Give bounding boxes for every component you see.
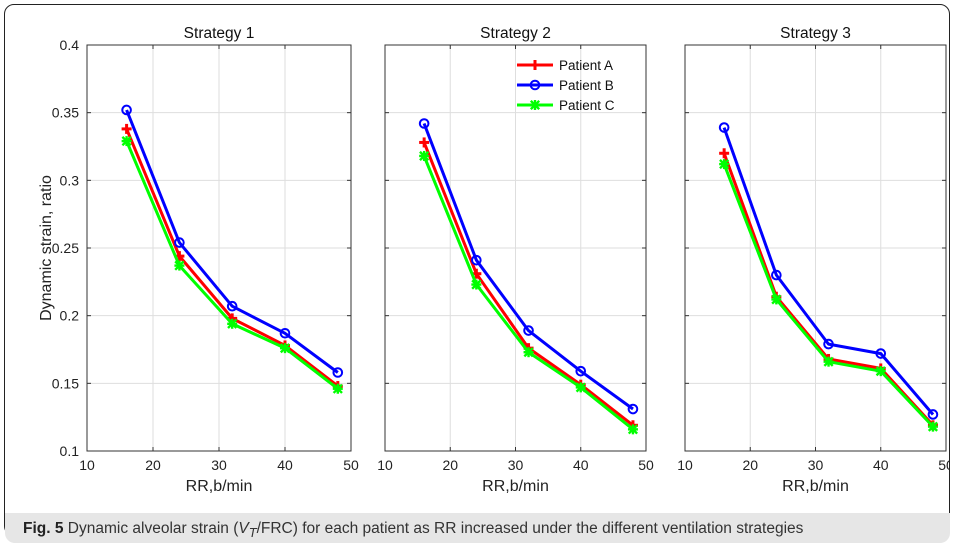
y-tick-label: 0.2	[60, 308, 80, 324]
y-tick-label: 0.35	[52, 105, 79, 121]
caption-label: Fig. 5	[23, 520, 64, 537]
figure-frame: 10 20 30 40 50 0.1 0.15 0.2 0.25 0.3 0.35 0.4 Strate…	[4, 4, 950, 543]
x-tick-label: 40	[277, 457, 293, 473]
plot-box	[384, 44, 647, 452]
data-point-patient-b	[823, 338, 834, 350]
x-tick-label: 30	[211, 457, 227, 473]
x-tick-label: 30	[508, 457, 524, 473]
y-tick-label: 0.15	[52, 375, 79, 391]
caption-text-before: Dynamic alveolar strain (	[67, 520, 239, 537]
x-axis-label: RR,b/min	[186, 478, 253, 495]
x-tick-label: 20	[145, 457, 161, 473]
data-point-patient-b	[927, 409, 939, 420]
x-tick-label: 10	[79, 457, 95, 473]
caption-vt-main: V	[238, 520, 249, 537]
x-tick-label: 10	[377, 457, 393, 473]
data-point-patient-b	[471, 254, 482, 266]
data-point-patient-c-d2	[719, 159, 730, 170]
x-tick-label: 50	[638, 457, 654, 473]
legend-label: Patient A	[559, 58, 613, 73]
x-tick-label: 50	[343, 457, 359, 473]
data-point-patient-c-d2	[575, 382, 586, 393]
panel-title: Strategy 2	[480, 25, 551, 42]
x-axis-label: RR,b/min	[782, 478, 849, 495]
x-tick-label: 10	[677, 457, 693, 473]
data-point-patient-b	[332, 367, 344, 378]
data-point-patient-c-d2	[627, 424, 638, 435]
panel-3: 10 20 30 40 50 Strategy 3 RR,b/min	[677, 25, 950, 495]
data-point-patient-c-d2	[121, 136, 132, 147]
data-point-patient-c-d2	[419, 150, 430, 162]
y-tick-label: 0.4	[60, 37, 80, 53]
series-line-patient-b	[722, 127, 935, 416]
legend: Patient A Patient B Patient C	[517, 58, 615, 113]
data-point-patient-c-d2	[771, 294, 782, 305]
data-point-patient-c-d2	[875, 366, 886, 377]
x-tick-label: 40	[573, 457, 589, 473]
series-line-patient-b	[422, 122, 634, 411]
x-tick-label: 30	[808, 457, 824, 473]
caption-text-after: /FRC) for each patient as RR increased u…	[256, 520, 804, 537]
caption-vt-sub: T	[248, 525, 257, 541]
figure-caption: Fig. 5 Dynamic alveolar strain (VT/FRC) …	[5, 513, 950, 543]
x-tick-label: 20	[442, 457, 458, 473]
data-point-patient-b	[627, 403, 639, 415]
legend-marker	[529, 79, 541, 91]
legend-marker-d2	[529, 99, 541, 111]
x-axis-label: RR,b/min	[482, 478, 549, 495]
chart-area: 10 20 30 40 50 0.1 0.15 0.2 0.25 0.3 0.35 0.4 Strate…	[38, 25, 950, 495]
data-point-patient-b	[771, 269, 782, 281]
plot-box	[86, 44, 352, 452]
y-tick-label: 0.3	[60, 172, 80, 188]
data-point-patient-b	[174, 237, 185, 248]
x-tick-label: 40	[873, 457, 889, 473]
data-point-patient-c-d2	[927, 421, 938, 432]
data-point-patient-c-d2	[471, 279, 482, 290]
data-point-patient-c-d2	[332, 383, 343, 394]
x-tick-label: 50	[938, 457, 950, 473]
data-point-patient-b	[523, 325, 534, 336]
data-point-patient-b	[718, 122, 730, 133]
data-point-patient-b	[226, 300, 238, 312]
data-point-patient-c-d2	[823, 356, 834, 367]
y-axis-label: Dynamic strain, ratio	[38, 175, 55, 321]
data-point-patient-b	[875, 348, 887, 359]
data-point-patient-c-d2	[174, 260, 185, 271]
panel-1: 10 20 30 40 50 0.1 0.15 0.2 0.25 0.3 0.35 0.4 Strate…	[52, 25, 359, 495]
data-point-patient-c-d2	[227, 318, 238, 329]
panel-title: Strategy 3	[780, 25, 851, 42]
legend-label: Patient C	[559, 98, 615, 113]
data-point-patient-c-d2	[279, 343, 291, 354]
caption-vt: VT	[238, 520, 257, 541]
data-point-patient-b	[121, 104, 132, 116]
y-tick-label: 0.25	[52, 240, 79, 256]
y-tick-label: 0.1	[60, 443, 80, 459]
series-line-patient-b	[125, 109, 339, 374]
data-point-patient-b	[575, 365, 587, 377]
data-point-patient-b	[418, 118, 430, 129]
data-point-patient-b	[279, 327, 291, 339]
legend-label: Patient B	[559, 78, 614, 93]
data-point-patient-c-d2	[523, 347, 534, 358]
x-tick-label: 20	[742, 457, 758, 473]
panel-title: Strategy 1	[184, 25, 255, 42]
plot-box	[684, 44, 947, 452]
